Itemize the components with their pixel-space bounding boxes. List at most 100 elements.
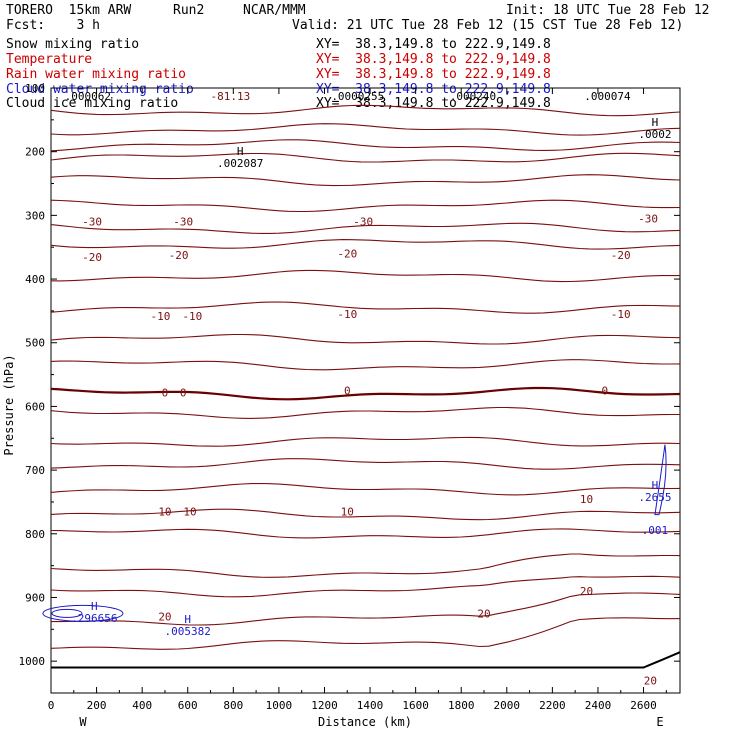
isotherm-contour (51, 592, 681, 626)
max-marker-letter: H (237, 145, 244, 158)
isotherm-contour (50, 553, 681, 578)
contour-label: 20 (158, 611, 171, 624)
field-xy-temperature: XY= 38.3,149.8 to 222.9,149.8 (316, 52, 551, 67)
run-label: Run2 (173, 3, 205, 18)
init-time: Init: 18 UTC Tue 28 Feb 12 (506, 3, 710, 18)
top-annotation: .000240 (450, 90, 496, 103)
org-label: NCAR/MMM (243, 3, 306, 18)
isotherm-contour (50, 575, 681, 598)
contour-label: -10 (182, 310, 202, 323)
forecast-hour: Fcst: 3 h (6, 18, 100, 33)
contour-label: -20 (611, 249, 631, 262)
y-tick-label: 200 (25, 146, 45, 159)
x-tick-label: 1600 (402, 699, 429, 712)
isotherm-contour (50, 333, 681, 345)
isotherm-contour (50, 139, 681, 152)
freezing-level-contour (50, 386, 681, 401)
isotherm-contour (50, 239, 681, 250)
isotherm-contour (50, 458, 681, 470)
contour-label: -30 (173, 216, 193, 229)
contour-label: -10 (150, 310, 170, 323)
contour-label: 20 (477, 607, 490, 620)
contour-label: -10 (337, 308, 357, 321)
top-annotation: .0000255 (331, 90, 384, 103)
isotherm-contour (50, 199, 681, 213)
contour-label: 10 (183, 506, 196, 519)
y-tick-label: 700 (25, 464, 45, 477)
field-name-rain: Rain water mixing ratio (6, 67, 187, 82)
contour-label: 20 (580, 585, 593, 598)
field-name-cloud-ice: Cloud ice mixing ratio (6, 96, 179, 111)
isotherm-contour (50, 123, 681, 136)
field-xy-cloud-water: XY= 38.3,149.8 to 222.9,149.8 (316, 82, 551, 97)
isotherm-contour (50, 104, 681, 117)
max-marker-value: .002087 (217, 157, 263, 170)
x-tick-label: 1200 (311, 699, 338, 712)
y-tick-label: 100 (25, 82, 45, 95)
isotherm-contour (50, 301, 681, 314)
contour-label: -10 (611, 308, 631, 321)
x-end-label-west: W (79, 715, 87, 729)
top-annotation: .000074 (584, 90, 631, 103)
x-tick-label: 0 (48, 699, 55, 712)
max-marker-letter: .001 (642, 524, 669, 537)
y-tick-label: 500 (25, 337, 45, 350)
x-tick-label: 400 (132, 699, 152, 712)
x-tick-label: 2400 (585, 699, 612, 712)
contour-label: 10 (158, 506, 171, 519)
valid-time: Valid: 21 UTC Tue 28 Feb 12 (15 CST Tue … (292, 18, 684, 33)
x-tick-label: 2600 (630, 699, 657, 712)
field-xy-rain: XY= 38.3,149.8 to 222.9,149.8 (316, 67, 551, 82)
isotherm-contour (50, 508, 681, 521)
max-marker-value: .005382 (165, 625, 211, 638)
contour-label: 10 (341, 506, 354, 519)
x-tick-label: 200 (87, 699, 107, 712)
y-tick-label: 600 (25, 400, 45, 413)
ground-terrain-line (51, 651, 681, 669)
max-marker-value: .2655 (638, 491, 671, 504)
top-annotation: .000062 (65, 90, 111, 103)
contour-label: 10 (580, 493, 593, 506)
x-tick-label: 2000 (494, 699, 521, 712)
contour-label: 0 (162, 386, 169, 399)
cloud-water-contour (51, 608, 83, 618)
contour-label: 0 (601, 385, 608, 398)
plot-frame (50, 87, 681, 694)
contour-label: -20 (169, 249, 189, 262)
max-marker-value: .296656 (71, 612, 117, 625)
contour-label: -30 (638, 213, 658, 226)
x-tick-label: 2200 (539, 699, 566, 712)
max-marker-letter: H (652, 116, 659, 129)
max-marker-letter: H (652, 479, 659, 492)
x-tick-label: 600 (178, 699, 198, 712)
max-marker-letter: H (184, 613, 191, 626)
field-name-snow: Snow mixing ratio (6, 37, 140, 52)
contour-label: -30 (353, 216, 373, 229)
isotherm-contour (50, 269, 680, 283)
contour-label: -20 (337, 248, 357, 261)
field-name-cloud-water: Cloud water mixing ratio (6, 82, 194, 97)
isotherm-contour (50, 222, 681, 234)
contour-label: -20 (82, 251, 102, 264)
isotherm-contour (50, 617, 681, 650)
field-name-temperature: Temperature (6, 52, 93, 67)
isotherm-contour (50, 152, 681, 163)
isotherm-contour (50, 482, 681, 496)
max-marker-letter: H (91, 600, 98, 613)
isotherm-contour (50, 359, 681, 371)
isotherm-contour (50, 174, 681, 187)
x-axis-label: Distance (km) (318, 715, 412, 729)
isotherm-contour (50, 528, 681, 539)
model-title: TORERO 15km ARW (6, 3, 132, 18)
contour-label: 20 (644, 674, 657, 687)
y-tick-label: 900 (25, 591, 45, 604)
cloud-water-contour (654, 444, 667, 516)
y-tick-label: 1000 (19, 655, 46, 668)
y-axis-label: Pressure (hPa) (2, 354, 16, 455)
x-tick-label: 1400 (357, 699, 384, 712)
contour-label: 0 (344, 385, 351, 398)
max-marker-value: .0002 (638, 128, 671, 141)
y-tick-label: 800 (25, 528, 45, 541)
x-tick-label: 1000 (266, 699, 293, 712)
